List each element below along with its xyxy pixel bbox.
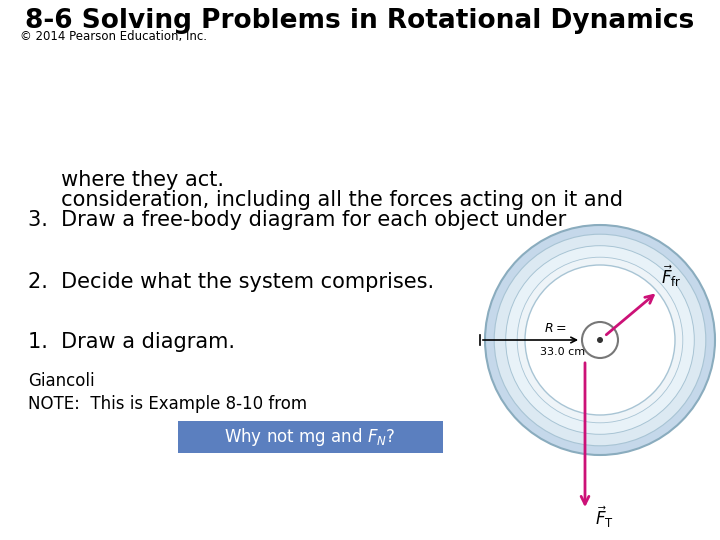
Text: 3.  Draw a free-body diagram for each object under: 3. Draw a free-body diagram for each obj… xyxy=(28,210,566,230)
Text: 33.0 cm: 33.0 cm xyxy=(540,347,585,357)
FancyBboxPatch shape xyxy=(178,421,443,453)
Text: $R =$: $R =$ xyxy=(544,322,566,335)
Circle shape xyxy=(517,257,683,423)
Circle shape xyxy=(485,225,715,455)
Text: consideration, including all the forces acting on it and: consideration, including all the forces … xyxy=(28,190,623,210)
Circle shape xyxy=(505,246,694,434)
Text: where they act.: where they act. xyxy=(28,170,224,190)
Circle shape xyxy=(525,265,675,415)
Text: $\vec{F}_{\mathrm{T}}$: $\vec{F}_{\mathrm{T}}$ xyxy=(595,505,614,530)
Circle shape xyxy=(494,234,706,446)
Text: 1.  Draw a diagram.: 1. Draw a diagram. xyxy=(28,332,235,352)
Circle shape xyxy=(597,337,603,343)
Text: NOTE:  This is Example 8-10 from: NOTE: This is Example 8-10 from xyxy=(28,395,307,413)
Text: 2.  Decide what the system comprises.: 2. Decide what the system comprises. xyxy=(28,272,434,292)
Text: © 2014 Pearson Education, Inc.: © 2014 Pearson Education, Inc. xyxy=(20,30,207,43)
Text: 8-6 Solving Problems in Rotational Dynamics: 8-6 Solving Problems in Rotational Dynam… xyxy=(25,8,695,34)
Text: Why not mg and $F_N$?: Why not mg and $F_N$? xyxy=(224,426,396,448)
Circle shape xyxy=(582,322,618,358)
Text: $\vec{F}_{\mathrm{fr}}$: $\vec{F}_{\mathrm{fr}}$ xyxy=(661,263,681,288)
Text: Giancoli: Giancoli xyxy=(28,372,94,390)
